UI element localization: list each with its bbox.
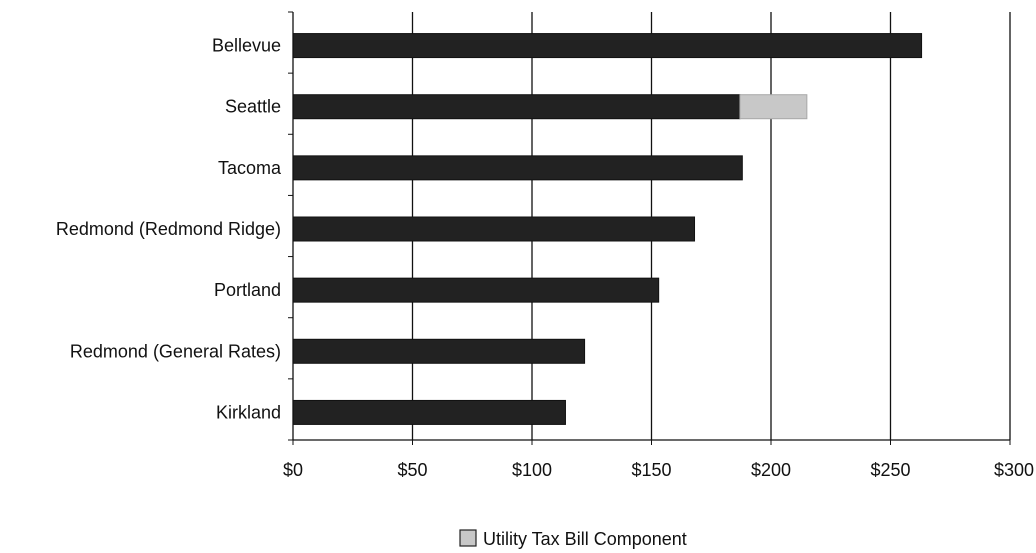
legend: Utility Tax Bill Component <box>459 529 687 549</box>
x-tick-label: $0 <box>283 460 303 480</box>
category-label: Seattle <box>225 97 281 117</box>
category-label: Portland <box>214 280 281 300</box>
category-label: Kirkland <box>216 402 281 422</box>
x-tick-label: $250 <box>870 460 910 480</box>
axes <box>288 11 1011 445</box>
legend-label: Utility Tax Bill Component <box>483 529 687 549</box>
category-label: Redmond (Redmond Ridge) <box>56 219 281 239</box>
category-label: Redmond (General Rates) <box>70 341 281 361</box>
bar-base <box>292 155 743 181</box>
bar-base <box>292 399 566 425</box>
bar-base <box>292 277 660 303</box>
bar-base <box>292 338 586 364</box>
category-label: Tacoma <box>218 158 282 178</box>
labels: $0 $50 $100 $150 $200 $250 $300 Bellevue Seattle… <box>56 36 1034 480</box>
category-label: Bellevue <box>212 36 281 56</box>
x-tick-label: $150 <box>631 460 671 480</box>
x-tick-label: $50 <box>397 460 427 480</box>
x-tick-label: $200 <box>751 460 791 480</box>
x-tick-label: $300 <box>994 460 1034 480</box>
x-tick-label: $100 <box>512 460 552 480</box>
bar-base <box>292 94 741 120</box>
legend-swatch <box>459 529 477 547</box>
bar-base <box>292 33 923 59</box>
bar-utility-tax <box>739 94 808 120</box>
bar-base <box>292 216 696 242</box>
bars <box>292 33 923 425</box>
